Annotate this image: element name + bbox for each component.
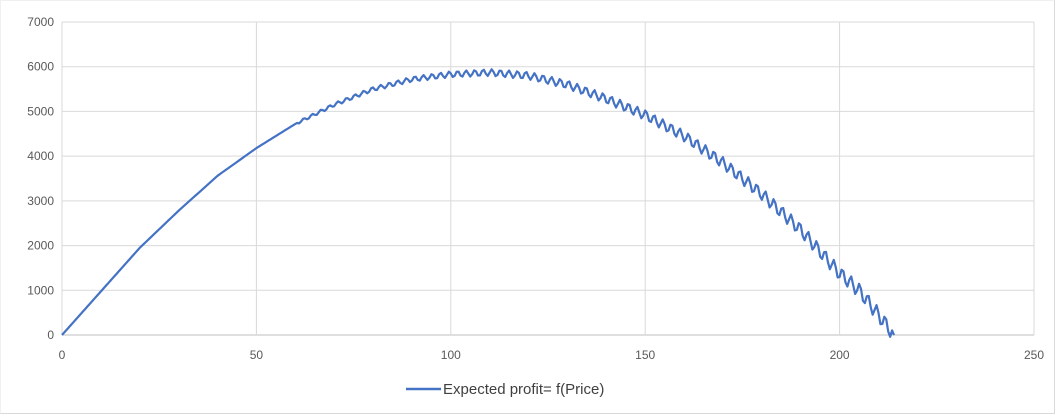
y-tick-label: 7000: [27, 15, 54, 29]
y-tick-label: 1000: [27, 283, 54, 297]
x-axis-tick-labels: 0 50 100 150 200 250: [59, 348, 1045, 362]
y-tick-label: 2000: [27, 239, 54, 253]
x-tick-label: 100: [441, 348, 461, 362]
x-tick-label: 50: [250, 348, 264, 362]
series-line: [61, 68, 896, 338]
y-tick-label: 0: [47, 328, 54, 342]
x-tick-label: 200: [830, 348, 850, 362]
y-axis-tick-labels: 0 1000 2000 3000 4000 5000 6000 7000: [27, 15, 54, 342]
y-tick-label: 6000: [27, 60, 54, 74]
y-tick-label: 5000: [27, 104, 54, 118]
legend: Expected profit= f(Price): [406, 381, 604, 398]
x-tick-label: 150: [635, 348, 655, 362]
x-tick-label: 0: [59, 348, 66, 362]
y-tick-label: 4000: [27, 149, 54, 163]
gridlines: [61, 21, 1035, 336]
series-layer: [61, 68, 896, 338]
x-tick-label: 250: [1024, 348, 1044, 362]
legend-label: Expected profit= f(Price): [443, 381, 604, 398]
y-tick-label: 3000: [27, 194, 54, 208]
